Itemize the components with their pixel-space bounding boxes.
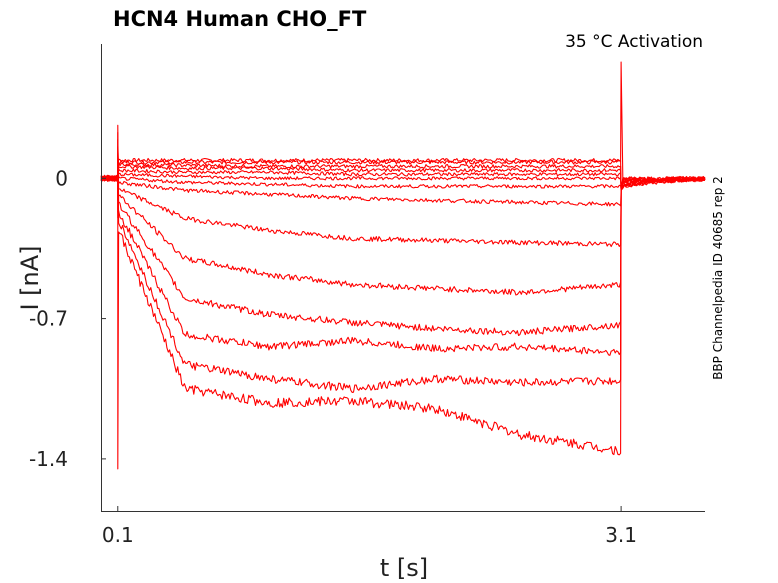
current-trace <box>100 175 706 296</box>
current-trace <box>100 124 706 393</box>
chart-annotation: 35 °C Activation <box>565 32 703 52</box>
y-tick-label: 0 <box>55 166 68 190</box>
current-trace <box>100 139 706 248</box>
x-ticks-group: 0.1 3.1 <box>102 506 637 547</box>
x-axis-label: t [s] <box>380 554 428 582</box>
current-trace <box>100 160 706 191</box>
current-trace <box>100 164 706 196</box>
chart-title: HCN4 Human CHO_FT <box>113 7 367 31</box>
current-trace <box>100 146 706 191</box>
y-tick-label: -1.4 <box>29 447 68 471</box>
channelpedia-id-label: BBP Channelpedia ID 40685 rep 2 <box>711 176 725 380</box>
current-trace <box>100 172 706 202</box>
y-axis-label: I [nA] <box>16 245 44 310</box>
traces-group <box>100 61 706 470</box>
current-trace <box>100 175 706 356</box>
y-tick-label: -0.7 <box>29 307 68 331</box>
current-trace <box>100 174 706 470</box>
current-trace <box>100 159 706 191</box>
x-tick-label: 0.1 <box>102 523 134 547</box>
x-tick-label: 3.1 <box>605 523 637 547</box>
current-trace <box>100 131 706 337</box>
y-ticks-group: 0 -0.7 -1.4 <box>29 166 106 471</box>
current-trace <box>100 153 706 191</box>
current-trace <box>100 174 706 207</box>
